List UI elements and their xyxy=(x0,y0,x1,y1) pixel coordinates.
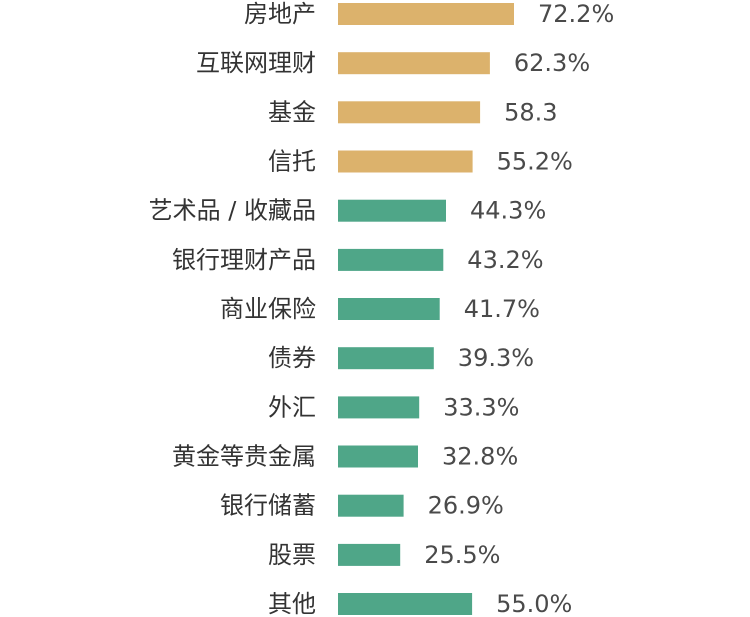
category-label-4: 艺术品 / 收藏品 xyxy=(149,197,316,225)
bar-7 xyxy=(338,347,434,370)
category-label-10: 银行储蓄 xyxy=(220,492,316,520)
category-label-6: 商业保险 xyxy=(220,295,316,323)
value-label-12: 55.0% xyxy=(496,590,572,617)
category-label-12: 其他 xyxy=(268,590,316,617)
bar-8 xyxy=(338,396,420,419)
value-label-6: 41.7% xyxy=(464,295,540,323)
bar-2 xyxy=(338,101,481,124)
value-label-8: 33.3% xyxy=(443,393,519,421)
bar-11 xyxy=(338,543,401,566)
bar-10 xyxy=(338,494,404,517)
value-label-1: 62.3% xyxy=(514,49,590,77)
bar-0 xyxy=(338,3,514,25)
value-label-3: 55.2% xyxy=(497,148,573,176)
value-label-11: 25.5% xyxy=(424,541,500,569)
value-label-5: 43.2% xyxy=(467,246,543,274)
value-label-4: 44.3% xyxy=(470,197,546,225)
value-label-0: 72.2% xyxy=(538,0,614,28)
bars-group xyxy=(338,3,514,615)
bar-1 xyxy=(338,52,490,75)
bar-5 xyxy=(338,248,444,271)
category-label-7: 债券 xyxy=(268,344,316,372)
value-label-7: 39.3% xyxy=(458,344,534,372)
category-label-3: 信托 xyxy=(268,148,316,176)
category-label-11: 股票 xyxy=(268,541,316,569)
category-label-1: 互联网理财 xyxy=(196,49,316,77)
bar-9 xyxy=(338,445,418,468)
category-label-5: 银行理财产品 xyxy=(172,246,316,274)
category-label-2: 基金 xyxy=(268,98,316,126)
category-label-0: 房地产 xyxy=(244,0,316,28)
value-label-10: 26.9% xyxy=(428,492,504,520)
bar-3 xyxy=(338,150,473,173)
value-label-9: 32.8% xyxy=(442,443,518,471)
bar-6 xyxy=(338,298,440,320)
bar-4 xyxy=(338,199,446,222)
value-label-2: 58.3 xyxy=(504,98,557,126)
bar-12 xyxy=(338,593,473,615)
category-label-9: 黄金等贵金属 xyxy=(172,443,316,471)
value-labels-group: 72.2% 62.3% 58.3 55.2% 44.3% 43.2% 41.7% 39.3% 3… xyxy=(424,0,614,617)
category-label-8: 外汇 xyxy=(268,393,316,421)
